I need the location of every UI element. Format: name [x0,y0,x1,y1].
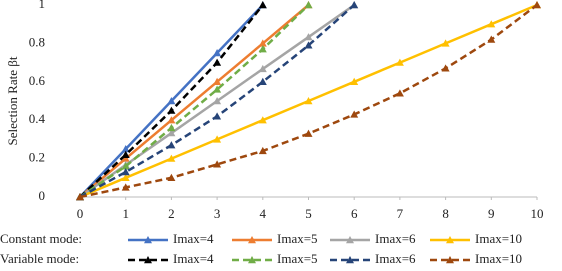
legend-label: Imax=4 [173,231,214,246]
point-marker [350,1,359,9]
y-tick-label: 0.8 [29,34,45,49]
legend-marker [144,236,152,244]
legend-marker [446,256,454,264]
x-tick-label: 8 [442,206,449,221]
point-marker [441,64,450,72]
legend-marker [346,256,354,264]
x-tick-label: 1 [122,206,129,221]
point-marker [258,77,267,85]
point-marker [350,110,359,118]
point-marker [350,77,359,85]
y-axis-label: Selection Rate βt [5,56,20,145]
legend-label: Imax=10 [475,251,522,266]
x-tick-label: 7 [397,206,404,221]
series-line [79,4,310,199]
point-marker [167,123,176,132]
point-marker [167,97,176,105]
point-marker [304,97,313,105]
point-marker [167,154,176,162]
legend-marker [144,256,152,264]
point-marker [258,39,267,47]
point-marker [167,141,176,149]
y-tick-label: 1 [39,0,46,11]
legend-label: Imax=5 [277,231,318,246]
legend-label: Imax=10 [475,231,522,246]
point-marker [121,154,130,162]
x-tick-label: 6 [351,206,358,221]
point-marker [258,45,267,53]
legend-marker [446,236,454,244]
series-line [79,4,310,198]
x-tick-label: 5 [305,206,312,221]
legend-marker [346,236,354,244]
legend-label: Imax=5 [277,251,318,266]
point-marker [213,49,222,57]
point-marker [304,1,313,9]
point-marker [121,150,130,158]
point-marker [304,33,313,41]
point-marker [213,135,222,143]
point-marker [304,41,313,49]
point-marker [304,129,313,137]
point-marker [441,39,450,47]
point-marker [258,64,267,73]
point-marker [121,173,130,181]
legend-group-label: Variable mode: [0,251,79,266]
point-marker [121,183,130,191]
point-marker [395,89,404,97]
point-marker [487,20,496,28]
x-tick-label: 0 [77,206,84,221]
y-tick-label: 0.4 [29,111,46,126]
legend-group-label: Constant mode: [0,231,82,246]
point-marker [121,145,130,153]
point-marker [258,116,267,124]
point-marker [167,129,176,137]
point-marker [533,1,541,9]
point-marker [213,160,222,168]
y-tick-label: 0.2 [29,150,45,165]
point-marker [213,85,222,93]
point-marker [213,97,222,105]
point-marker [213,77,222,85]
x-tick-label: 3 [214,206,221,221]
x-tick-label: 9 [488,206,495,221]
x-tick-label: 2 [168,206,175,221]
point-marker [395,58,404,66]
point-marker [213,58,222,66]
legend-label: Imax=6 [375,231,416,246]
point-marker [213,112,222,120]
point-marker [487,35,496,43]
point-marker [167,106,176,114]
point-marker [258,146,267,155]
point-marker [76,193,84,201]
point-marker [121,168,130,176]
x-tick-label: 10 [531,206,544,221]
point-marker [167,116,176,124]
y-tick-label: 0 [39,188,46,203]
y-tick-label: 0.6 [29,73,46,88]
legend-label: Imax=4 [173,251,214,266]
legend-marker [248,236,256,244]
point-marker [167,173,176,181]
legend-marker [248,256,256,264]
point-marker [121,162,130,170]
point-marker [258,1,267,9]
legend-label: Imax=6 [375,251,416,266]
x-tick-label: 4 [260,206,267,221]
